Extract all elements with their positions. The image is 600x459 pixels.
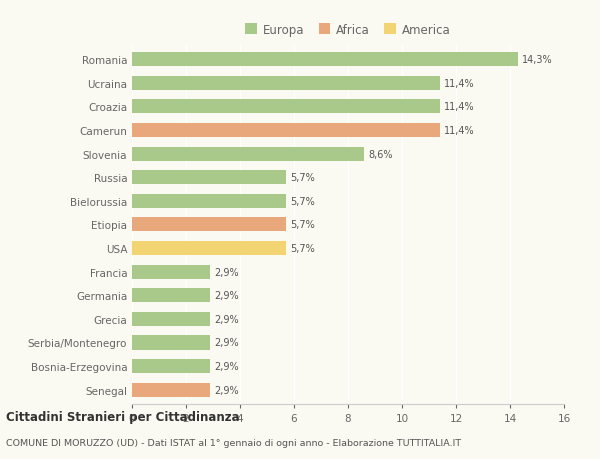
Legend: Europa, Africa, America: Europa, Africa, America	[243, 22, 453, 39]
Bar	[132, 77, 440, 91]
Text: 11,4%: 11,4%	[444, 126, 475, 136]
Bar	[132, 218, 286, 232]
Bar	[132, 383, 211, 397]
Text: 2,9%: 2,9%	[214, 314, 239, 324]
Text: 2,9%: 2,9%	[214, 291, 239, 301]
Bar	[132, 336, 211, 350]
Bar	[132, 123, 440, 138]
Bar	[132, 241, 286, 256]
Text: 2,9%: 2,9%	[214, 267, 239, 277]
Text: 2,9%: 2,9%	[214, 361, 239, 371]
Text: 5,7%: 5,7%	[290, 243, 315, 253]
Bar	[132, 53, 518, 67]
Text: 5,7%: 5,7%	[290, 196, 315, 207]
Bar	[132, 359, 211, 373]
Text: 5,7%: 5,7%	[290, 173, 315, 183]
Text: 14,3%: 14,3%	[522, 55, 553, 65]
Bar	[132, 147, 364, 161]
Text: 5,7%: 5,7%	[290, 220, 315, 230]
Text: 2,9%: 2,9%	[214, 338, 239, 347]
Bar	[132, 100, 440, 114]
Text: 8,6%: 8,6%	[368, 149, 393, 159]
Text: 11,4%: 11,4%	[444, 102, 475, 112]
Bar	[132, 171, 286, 185]
Text: 11,4%: 11,4%	[444, 78, 475, 89]
Text: COMUNE DI MORUZZO (UD) - Dati ISTAT al 1° gennaio di ogni anno - Elaborazione TU: COMUNE DI MORUZZO (UD) - Dati ISTAT al 1…	[6, 438, 461, 447]
Bar	[132, 289, 211, 302]
Bar	[132, 194, 286, 208]
Bar	[132, 312, 211, 326]
Bar	[132, 265, 211, 279]
Text: 2,9%: 2,9%	[214, 385, 239, 395]
Text: Cittadini Stranieri per Cittadinanza: Cittadini Stranieri per Cittadinanza	[6, 410, 239, 423]
